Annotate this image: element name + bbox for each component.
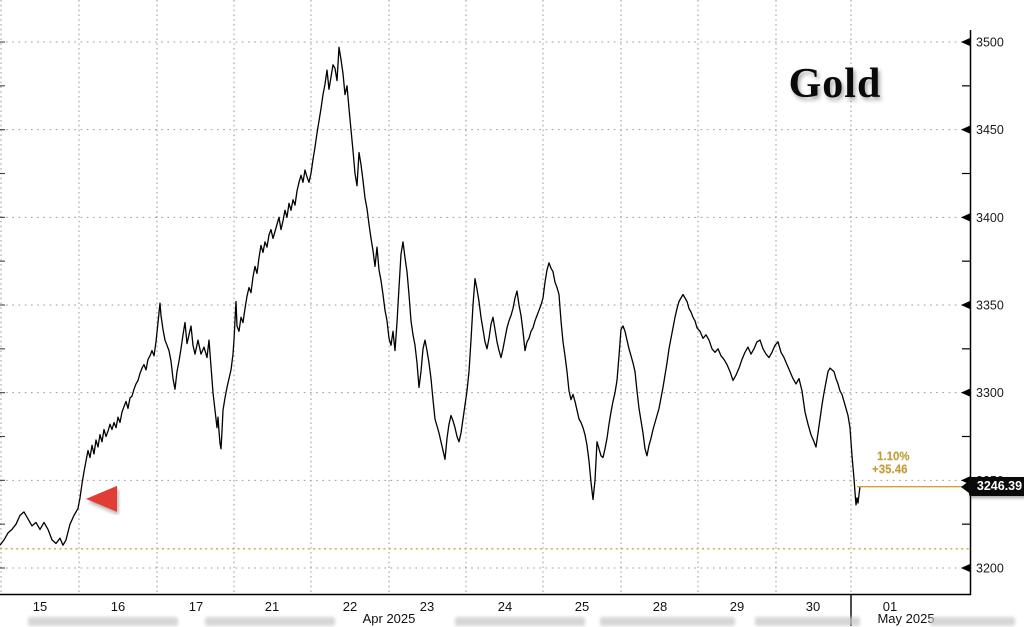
x-axis-label: 15 bbox=[33, 599, 47, 614]
x-axis-label: 23 bbox=[420, 599, 434, 614]
axis-tick-arrow bbox=[961, 563, 971, 573]
month-label: Apr 2025 bbox=[363, 611, 416, 626]
chart-title: Gold bbox=[788, 61, 882, 107]
y-axis-label: 3350 bbox=[976, 299, 1004, 313]
percent-change-label: 1.10% bbox=[877, 451, 910, 463]
x-axis-label: 29 bbox=[730, 599, 744, 614]
x-axis-label: 24 bbox=[498, 599, 512, 614]
y-axis-label: 3400 bbox=[976, 211, 1004, 225]
axis-tick-arrow bbox=[961, 37, 971, 47]
x-axis-label: 21 bbox=[265, 599, 279, 614]
last-price-badge: 3246.39 bbox=[961, 477, 1024, 496]
month-label: May 2025 bbox=[877, 611, 934, 626]
x-axis-label: 22 bbox=[343, 599, 357, 614]
axis-tick-arrow bbox=[961, 300, 971, 310]
red-arrow-head bbox=[86, 485, 117, 512]
y-axis-label: 3300 bbox=[976, 386, 1004, 400]
y-axis-label: 3500 bbox=[976, 36, 1004, 50]
y-axis-label: 3450 bbox=[976, 123, 1004, 137]
x-axis-label: 17 bbox=[189, 599, 203, 614]
x-axis-label: 01 bbox=[883, 599, 897, 614]
absolute-change-label: +35.46 bbox=[872, 464, 908, 476]
x-axis-label: 16 bbox=[111, 599, 125, 614]
last-price-value: 3246.39 bbox=[976, 479, 1023, 493]
axis-tick-arrow bbox=[961, 212, 971, 222]
x-axis-label: 30 bbox=[806, 599, 820, 614]
axis-tick-arrow bbox=[961, 125, 971, 135]
axis-tick-arrow bbox=[961, 388, 971, 398]
x-axis-label: 28 bbox=[653, 599, 667, 614]
y-axis-label: 3200 bbox=[976, 562, 1004, 576]
x-axis-label: 25 bbox=[575, 599, 589, 614]
price-line bbox=[0, 46, 861, 546]
